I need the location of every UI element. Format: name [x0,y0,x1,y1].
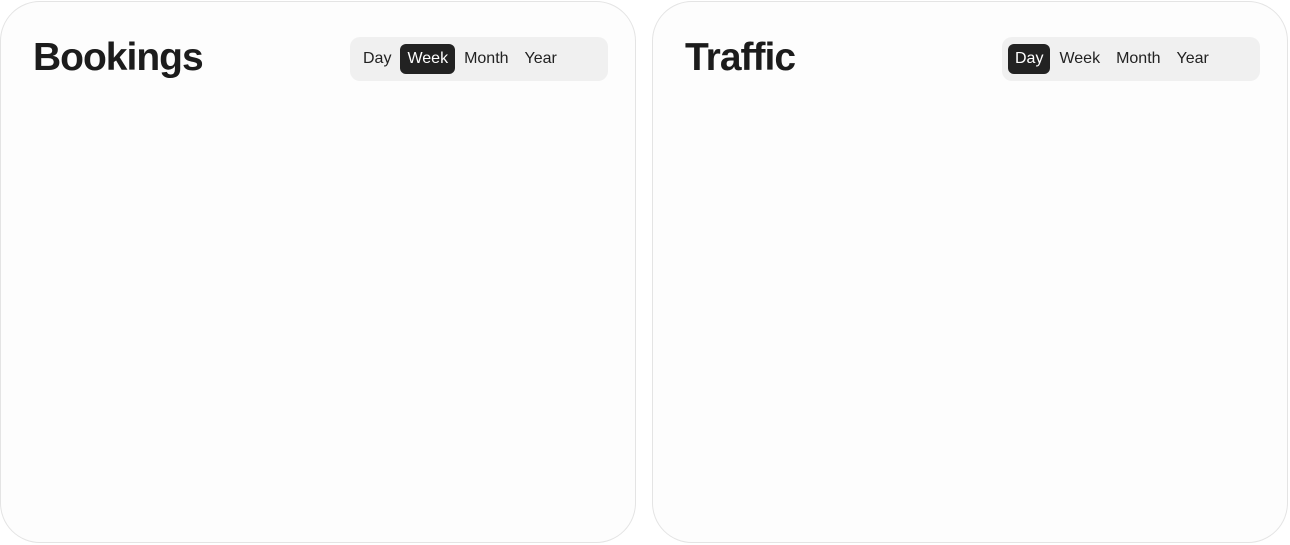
bookings-title: Bookings [33,36,204,79]
bookings-range-year[interactable]: Year [524,50,557,67]
traffic-range-year[interactable]: Year [1176,50,1209,67]
traffic-range-week[interactable]: Week [1059,50,1101,67]
traffic-range-day[interactable]: Day [1008,44,1051,74]
bookings-card: Bookings Day Week Month Year [0,1,636,543]
bookings-range-day[interactable]: Day [363,50,392,67]
bookings-range-week[interactable]: Week [400,44,456,74]
traffic-title: Traffic [685,36,796,79]
bookings-range-toggle: Day Week Month Year [350,37,608,81]
traffic-range-month[interactable]: Month [1116,50,1161,67]
traffic-range-toggle: Day Week Month Year [1002,37,1260,81]
traffic-card: Traffic Day Week Month Year [652,1,1288,543]
bookings-range-month[interactable]: Month [464,50,509,67]
